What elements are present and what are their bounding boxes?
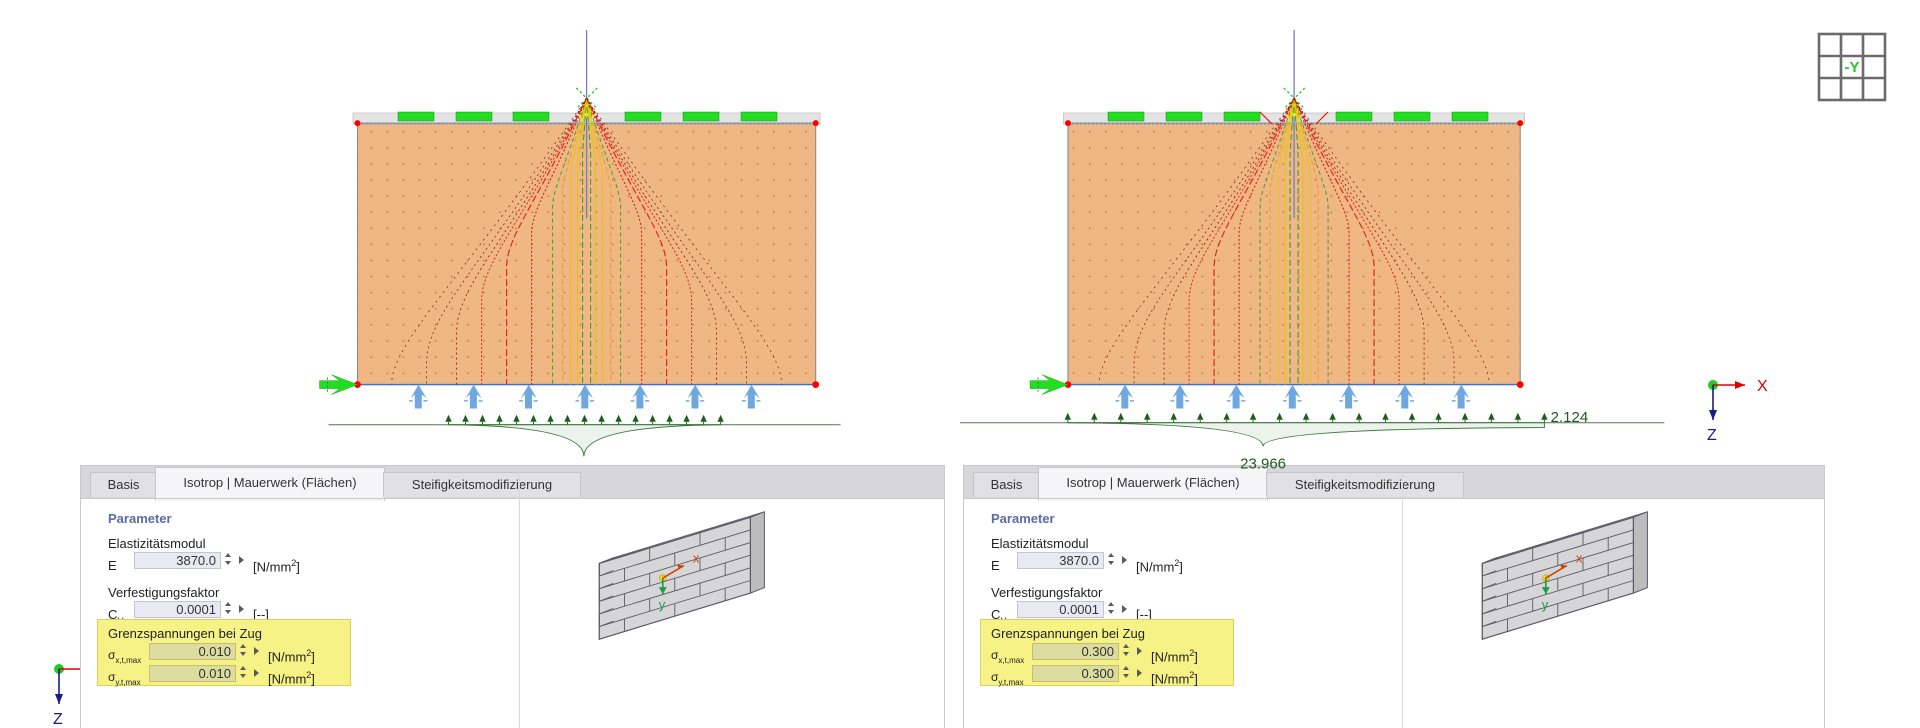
svg-text:y: y — [659, 597, 666, 612]
svg-text:x: x — [693, 551, 700, 566]
svg-text:y: y — [1542, 597, 1549, 612]
svg-text:x: x — [1576, 551, 1583, 566]
svg-text:2.124: 2.124 — [1551, 409, 1589, 426]
svg-text:Z: Z — [53, 711, 63, 728]
svg-text:23.966: 23.966 — [1240, 455, 1286, 472]
